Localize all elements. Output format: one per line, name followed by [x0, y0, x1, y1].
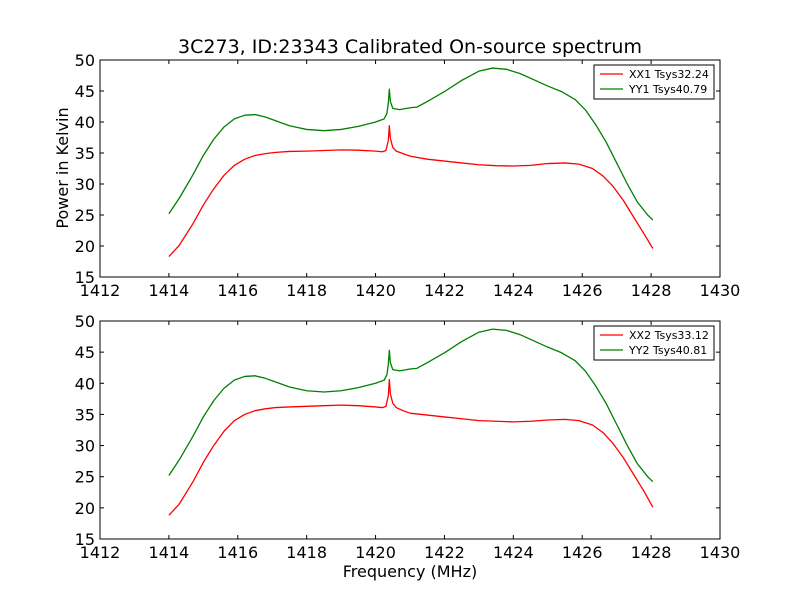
top-legend-label-2: YY1 Tsys40.79: [628, 83, 707, 96]
top-x-tick-label: 1430: [700, 281, 741, 300]
top-x-tick-label: 1412: [80, 281, 121, 300]
top-x-tick-label: 1418: [286, 281, 327, 300]
bottom-axes-frame: [99, 320, 721, 540]
figure-title: 3C273, ID:23343 Calibrated On-source spe…: [178, 36, 642, 58]
top-y-tick-label: 50: [75, 51, 95, 70]
bottom-legend-label-2: YY2 Tsys40.81: [628, 344, 707, 357]
top-y-tick-label: 20: [75, 237, 95, 256]
bottom-x-tick-label: 1430: [700, 543, 741, 562]
top-legend: [593, 64, 715, 100]
bottom-x-tick-label: 1418: [286, 543, 327, 562]
top-x-tick-label: 1414: [149, 281, 190, 300]
bottom-panel: 1412 1414 1416 1418 1420 1422 1424 1426 1428 1430…: [75, 312, 741, 562]
y-axis-title: Power in Kelvin: [53, 107, 72, 228]
bottom-x-tick-label: 1422: [424, 543, 465, 562]
top-y-tick-label: 25: [75, 206, 95, 225]
bottom-x-tick-label: 1416: [217, 543, 258, 562]
top-x-tick-label: 1424: [493, 281, 534, 300]
bottom-y-tick-label: 35: [75, 405, 95, 424]
bottom-x-tick-label: 1412: [80, 543, 121, 562]
bottom-y-tick-label: 25: [75, 468, 95, 487]
top-x-tick-label: 1422: [424, 281, 465, 300]
top-y-tick-label: 30: [75, 175, 95, 194]
top-x-tick-label: 1426: [562, 281, 603, 300]
top-y-tick-label: 15: [75, 268, 95, 287]
bottom-y-tick-label: 30: [75, 437, 95, 456]
bottom-y-tick-label: 45: [75, 343, 95, 362]
bottom-x-tick-label: 1420: [355, 543, 396, 562]
top-x-tick-label: 1420: [355, 281, 396, 300]
top-panel: 1412 1414 1416 1418 1420 1422 1424 1426 1428 1430…: [75, 51, 741, 300]
bottom-x-tick-label: 1414: [149, 543, 190, 562]
bottom-y-tick-label: 40: [75, 374, 95, 393]
top-x-tick-label: 1428: [631, 281, 672, 300]
top-series-line-2: [168, 67, 654, 221]
top-x-tick-label: 1416: [217, 281, 258, 300]
top-axes-frame: [99, 59, 721, 278]
bottom-x-tick-label: 1426: [562, 543, 603, 562]
top-legend-label-1: XX1 Tsys32.24: [629, 68, 709, 81]
top-y-tick-label: 40: [75, 113, 95, 132]
top-y-tick-label: 35: [75, 144, 95, 163]
bottom-legend-label-1: XX2 Tsys33.12: [629, 329, 709, 342]
x-axis-title: Frequency (MHz): [343, 562, 477, 581]
bottom-series-line-1: [168, 378, 654, 516]
bottom-y-tick-label: 15: [75, 530, 95, 549]
top-series-line-1: [168, 125, 654, 257]
top-y-tick-label: 45: [75, 82, 95, 101]
bottom-y-tick-label: 20: [75, 499, 95, 518]
bottom-y-tick-label: 50: [75, 312, 95, 331]
bottom-x-tick-label: 1424: [493, 543, 534, 562]
bottom-x-tick-label: 1428: [631, 543, 672, 562]
bottom-series-line-2: [168, 328, 654, 483]
bottom-legend: [593, 325, 715, 361]
